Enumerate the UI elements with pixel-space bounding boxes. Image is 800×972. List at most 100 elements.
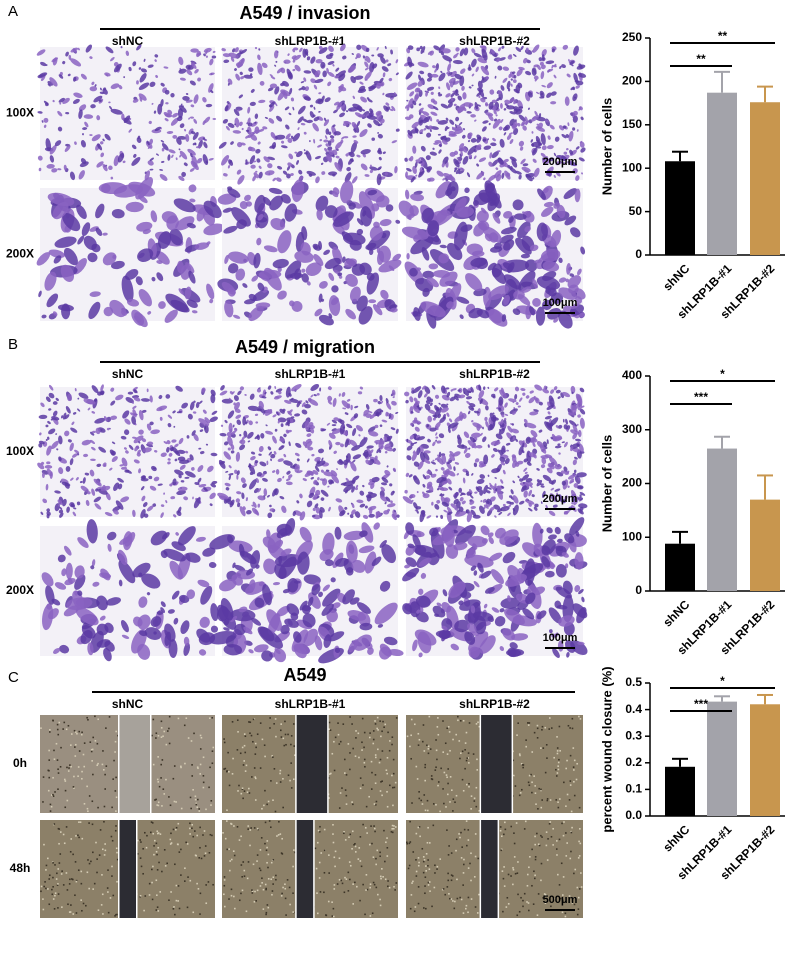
speck [516, 734, 518, 736]
speck [255, 900, 257, 902]
speck [57, 768, 59, 770]
speck [438, 781, 440, 783]
speck [555, 799, 557, 801]
speck [44, 881, 46, 883]
speck [263, 805, 265, 807]
speck [546, 757, 548, 759]
speck [109, 716, 111, 718]
speck [468, 762, 470, 764]
speck [191, 764, 193, 766]
speck [168, 796, 170, 798]
speck [157, 781, 159, 783]
speck [328, 901, 330, 903]
speck [197, 799, 199, 801]
speck [435, 739, 437, 741]
speck [60, 831, 62, 833]
speck [287, 879, 289, 881]
speck [438, 734, 440, 736]
speck [360, 777, 362, 779]
column-label: shLRP1B-#2 [459, 34, 530, 48]
speck [565, 805, 567, 807]
speck [94, 883, 96, 885]
speck [50, 804, 52, 806]
speck [561, 823, 563, 825]
speck [375, 723, 377, 725]
speck [160, 833, 162, 835]
speck [358, 733, 360, 735]
speck [334, 770, 336, 772]
speck [371, 761, 373, 763]
speck [251, 776, 253, 778]
speck [247, 878, 249, 880]
speck [440, 768, 442, 770]
speck [185, 842, 187, 844]
speck [374, 803, 376, 805]
speck [508, 903, 510, 905]
speck [557, 765, 559, 767]
speck [318, 830, 320, 832]
speck [373, 882, 375, 884]
speck [48, 750, 50, 752]
speck [391, 831, 393, 833]
column-label: shLRP1B-#2 [459, 367, 530, 381]
speck [187, 907, 189, 909]
speck [237, 731, 239, 733]
speck [522, 900, 524, 902]
speck [293, 723, 295, 725]
speck [394, 787, 396, 789]
speck [571, 811, 573, 813]
speck [386, 837, 388, 839]
speck [382, 750, 384, 752]
speck [110, 897, 112, 899]
speck [155, 737, 157, 739]
speck [232, 721, 234, 723]
scratch-gap [296, 715, 328, 813]
speck [338, 743, 340, 745]
speck [570, 780, 572, 782]
speck [204, 855, 206, 857]
speck [58, 772, 60, 774]
speck [557, 747, 559, 749]
speck [142, 873, 144, 875]
speck [158, 862, 160, 864]
speck [537, 808, 539, 810]
speck [224, 885, 226, 887]
speck [161, 727, 163, 729]
speck [281, 893, 283, 895]
speck [367, 889, 369, 891]
speck [376, 728, 378, 730]
speck [112, 778, 114, 780]
speck [257, 854, 259, 856]
speck [349, 716, 351, 718]
speck [158, 801, 160, 803]
speck [268, 801, 270, 803]
speck [224, 906, 226, 908]
speck [393, 773, 395, 775]
speck [466, 784, 468, 786]
speck [244, 790, 246, 792]
speck [156, 909, 158, 911]
speck [99, 854, 101, 856]
speck [102, 848, 104, 850]
speck [261, 877, 263, 879]
speck [382, 876, 384, 878]
speck [570, 755, 572, 757]
speck [177, 900, 179, 902]
speck [177, 843, 179, 845]
scale-bar-label: 200μm [543, 156, 578, 168]
speck [200, 764, 202, 766]
speck [281, 838, 283, 840]
speck [228, 848, 230, 850]
speck [264, 790, 266, 792]
speck [389, 784, 391, 786]
speck [237, 826, 239, 828]
speck [150, 832, 152, 834]
speck [76, 912, 78, 914]
cell [181, 172, 186, 177]
speck [355, 730, 357, 732]
speck [241, 864, 243, 866]
speck [100, 829, 102, 831]
speck [344, 759, 346, 761]
speck [179, 851, 181, 853]
speck [374, 828, 376, 830]
